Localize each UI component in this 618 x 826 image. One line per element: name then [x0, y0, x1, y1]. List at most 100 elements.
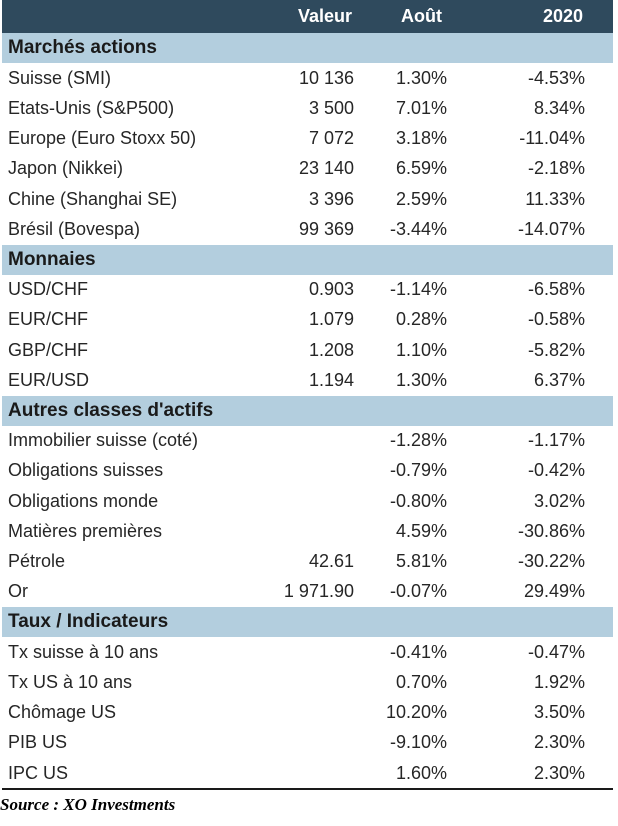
- row-label: Or: [8, 581, 28, 602]
- section-title: Marchés actions: [8, 37, 157, 58]
- row-valeur: 10 136: [298, 67, 354, 88]
- row-valeur: 1.194: [308, 369, 354, 390]
- table-row: EUR/USD 1.194 1.30% 6.37%: [2, 365, 613, 396]
- market-table-container: Valeur Août 2020 Marchés actions Suisse (…: [2, 0, 613, 791]
- section-title: Taux / Indicateurs: [8, 611, 169, 632]
- table-row: Matières premières 4.59% -30.86%: [2, 516, 613, 547]
- row-aout: 7.01%: [395, 97, 447, 118]
- row-aout: -3.44%: [389, 218, 447, 239]
- row-aout: 0.28%: [395, 309, 447, 330]
- market-performance-table: Valeur Août 2020 Marchés actions Suisse (…: [2, 0, 613, 788]
- row-valeur: 1.079: [308, 309, 354, 330]
- row-aout: -1.28%: [389, 430, 447, 451]
- row-valeur: 1 971.90: [283, 581, 354, 602]
- table-row: Or 1 971.90 -0.07% 29.49%: [2, 576, 613, 607]
- row-ytd: -11.04%: [519, 128, 585, 149]
- row-label: Etats-Unis (S&P500): [8, 97, 175, 118]
- row-valeur: 42.61: [308, 551, 354, 572]
- row-valeur: [257, 456, 356, 486]
- row-label: Tx suisse à 10 ans: [8, 641, 159, 662]
- row-ytd: 11.33%: [525, 188, 585, 209]
- table-row: Brésil (Bovespa) 99 369 -3.44% -14.07%: [2, 214, 613, 245]
- row-ytd: -4.53%: [527, 67, 585, 88]
- row-ytd: -0.58%: [527, 309, 585, 330]
- row-ytd: 3.02%: [533, 490, 585, 511]
- row-valeur: 1.208: [308, 339, 354, 360]
- row-ytd: 2.30%: [533, 732, 585, 753]
- row-ytd: -30.86%: [517, 520, 585, 541]
- table-row: Obligations suisses -0.79% -0.42%: [2, 455, 613, 486]
- row-valeur: [257, 516, 356, 546]
- section-header-row: Monnaies: [2, 244, 613, 275]
- row-ytd: -5.82%: [527, 339, 585, 360]
- table-row: GBP/CHF 1.208 1.10% -5.82%: [2, 335, 613, 365]
- row-valeur: [257, 667, 356, 697]
- section-title: Monnaies: [8, 248, 96, 270]
- table-row: Tx US à 10 ans 0.70% 1.92%: [2, 667, 613, 698]
- row-ytd: 3.50%: [533, 702, 585, 723]
- row-label: Obligations monde: [8, 490, 159, 511]
- row-valeur: 0.903: [308, 279, 354, 300]
- header-aout: Août: [401, 6, 442, 26]
- row-label: Tx US à 10 ans: [8, 671, 133, 692]
- row-aout: 3.18%: [395, 128, 447, 149]
- row-ytd: -14.07%: [517, 218, 585, 239]
- row-aout: 1.30%: [395, 67, 447, 88]
- table-row: Obligations monde -0.80% 3.02%: [2, 486, 613, 516]
- row-aout: 6.59%: [395, 158, 447, 179]
- row-ytd: -2.18%: [527, 158, 585, 179]
- row-valeur: 3 396: [308, 188, 354, 209]
- table-row: EUR/CHF 1.079 0.28% -0.58%: [2, 304, 613, 335]
- table-body: Marchés actions Suisse (SMI) 10 136 1.30% -4…: [2, 33, 613, 788]
- row-valeur: 23 140: [298, 158, 354, 179]
- table-row: Japon (Nikkei) 23 140 6.59% -2.18%: [2, 153, 613, 184]
- section-header-row: Autres classes d'actifs: [2, 395, 613, 426]
- table-bottom-rule: [2, 788, 613, 791]
- row-label: Brésil (Bovespa): [8, 218, 141, 239]
- row-aout: 1.60%: [395, 762, 447, 783]
- table-row: Europe (Euro Stoxx 50) 7 072 3.18% -11.04%: [2, 124, 613, 154]
- row-label: Immobilier suisse (coté): [8, 430, 199, 451]
- row-label: USD/CHF: [8, 279, 88, 300]
- row-label: Europe (Euro Stoxx 50): [8, 128, 197, 149]
- row-aout: 5.81%: [395, 551, 447, 572]
- row-label: IPC US: [8, 762, 69, 783]
- header-valeur: Valeur: [297, 6, 352, 26]
- row-ytd: 1.92%: [533, 671, 585, 692]
- row-aout: -0.41%: [389, 641, 447, 662]
- row-aout: -0.07%: [389, 581, 447, 602]
- table-row: Immobilier suisse (coté) -1.28% -1.17%: [2, 426, 613, 456]
- table-row: Etats-Unis (S&P500) 3 500 7.01% 8.34%: [2, 93, 613, 124]
- row-aout: 10.20%: [385, 702, 447, 723]
- header-ytd: 2020: [542, 6, 583, 26]
- row-aout: -0.79%: [389, 460, 447, 481]
- row-aout: -1.14%: [389, 279, 447, 300]
- row-label: EUR/USD: [8, 369, 90, 390]
- row-ytd: -6.58%: [527, 279, 585, 300]
- row-valeur: 99 369: [298, 218, 354, 239]
- source-note: Source : XO Investments: [0, 795, 176, 814]
- table-row: Chine (Shanghai SE) 3 396 2.59% 11.33%: [2, 184, 613, 214]
- table-row: Pétrole 42.61 5.81% -30.22%: [2, 547, 613, 577]
- row-aout: 1.10%: [395, 339, 447, 360]
- row-valeur: [257, 728, 356, 758]
- row-label: Obligations suisses: [8, 460, 164, 481]
- table-row: Tx suisse à 10 ans -0.41% -0.47%: [2, 637, 613, 667]
- row-ytd: -1.17%: [527, 430, 585, 451]
- row-label: EUR/CHF: [8, 309, 88, 330]
- table-row: IPC US 1.60% 2.30%: [2, 758, 613, 788]
- row-label: Matières premières: [8, 520, 163, 541]
- row-ytd: 29.49%: [523, 581, 585, 602]
- row-label: Chômage US: [8, 702, 117, 723]
- table-row: PIB US -9.10% 2.30%: [2, 727, 613, 758]
- row-aout: -9.10%: [389, 732, 447, 753]
- row-label: Suisse (SMI): [8, 67, 112, 88]
- row-ytd: -0.42%: [527, 460, 585, 481]
- row-aout: 2.59%: [395, 188, 447, 209]
- row-aout: 1.30%: [395, 369, 447, 390]
- section-header-row: Taux / Indicateurs: [2, 607, 613, 637]
- table-row: Suisse (SMI) 10 136 1.30% -4.53%: [2, 63, 613, 93]
- row-label: PIB US: [8, 732, 68, 753]
- table-row: Chômage US 10.20% 3.50%: [2, 698, 613, 728]
- section-header-row: Marchés actions: [2, 33, 613, 63]
